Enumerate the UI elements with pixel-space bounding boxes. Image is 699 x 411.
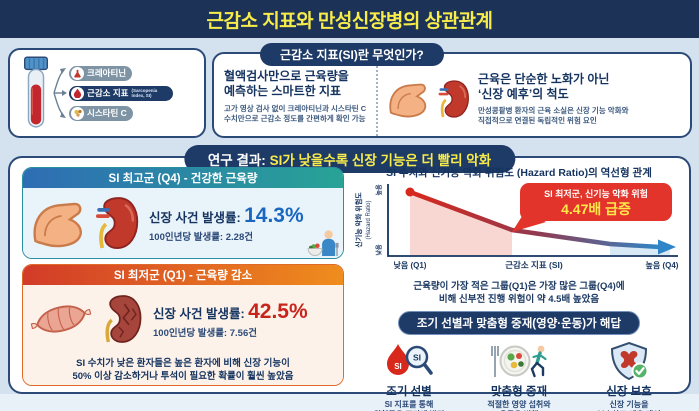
y-axis-sublabel: (Hazard Ratio) bbox=[366, 200, 372, 239]
y-high-tick: 높음 bbox=[375, 184, 383, 196]
solution-row: SI SI 조기 선별 SI 지표를 통해 위험군을 조기에 발견 bbox=[354, 339, 684, 411]
q1-data-point bbox=[405, 187, 415, 197]
q1-risk-shade bbox=[410, 192, 512, 255]
solution-header: 조기 선별과 맞춤형 중재(영양·운동)가 해답 bbox=[397, 310, 641, 335]
x-tick-q1: 낮음 (Q1) bbox=[394, 260, 427, 270]
si-prognosis-desc: 만성콩팥병 환자의 근육 소실은 신장 기능 악화와 직접적으로 연결된 독립적… bbox=[478, 105, 629, 125]
chart-title: SI 수치와 신기능 악화 위험도 (Hazard Ratio)의 역선형 관계 bbox=[386, 167, 652, 179]
q4-card-body: 신장 사건 발생률: 14.3% 100인년당 발생률: 2.28건 bbox=[23, 188, 343, 258]
chart-caption: 근육량이 가장 적은 그룹(Q1)은 가장 많은 그룹(Q4)에 비해 신부전 … bbox=[413, 281, 625, 305]
solution-item-protection: 신장 보호 신장 기능을 보호하고 예후 개선 bbox=[574, 339, 684, 411]
healthy-kidney-icon bbox=[91, 194, 141, 252]
muscle-arm-icon bbox=[386, 80, 430, 118]
q1-stats: 신장 사건 발생률: 42.5% 100인년당 발생률: 7.56건 bbox=[153, 299, 308, 339]
atrophied-muscle-icon bbox=[29, 299, 93, 339]
x-tick-q4: 높음 (Q4) bbox=[646, 260, 679, 270]
nutrition-exercise-icon bbox=[491, 345, 547, 377]
si-definition-title: 혈액검사만으로 근육량을 예측하는 스마트한 지표 bbox=[224, 69, 349, 98]
q1-event-rate: 42.5% bbox=[248, 299, 308, 323]
x-axis-label: 근감소 지표 (SI) bbox=[505, 260, 563, 270]
blood-test-panel: 크레아티닌 근감소 지표 (Sarcopenia Index, SI) 시스타틴… bbox=[8, 48, 206, 138]
blood-drop-icon bbox=[71, 86, 84, 100]
kidney-icon bbox=[435, 78, 471, 120]
sarcopenia-index-label: 근감소 지표 (Sarcopenia Index, SI) bbox=[69, 85, 174, 101]
trend-arrow-head bbox=[658, 239, 676, 255]
q4-highest-si-card: SI 최고군 (Q4) - 건강한 근육량 신장 사건 발생률: 14.3% 1… bbox=[22, 167, 344, 259]
chart-axes bbox=[387, 184, 678, 257]
q1-stats-row: 신장 사건 발생률: 42.5% 100인년당 발생률: 7.56건 bbox=[29, 288, 337, 350]
chart-column: SI 수치와 신기능 악화 위험도 (Hazard Ratio)의 역선형 관계… bbox=[354, 165, 684, 411]
healthy-person-icon bbox=[307, 228, 339, 256]
q4-incidence: 100인년당 발생률: 2.28건 bbox=[149, 231, 253, 243]
healthy-muscle-icon bbox=[29, 198, 87, 248]
si-prognosis-title: 근육은 단순한 노화가 아닌 ‘신장 예후’의 척도 bbox=[478, 71, 610, 101]
biomarker-labels: 크레아티닌 근감소 지표 (Sarcopenia Index, SI) 시스타틴… bbox=[69, 63, 174, 123]
page-title: 근감소 지표와 만성신장병의 상관관계 bbox=[206, 10, 493, 32]
y-low-tick: 낮음 bbox=[375, 244, 383, 256]
connector-arrows bbox=[53, 68, 67, 118]
solution-item-intervention: 맞춤형 중재 적절한 영양 섭취와 운동을 병행 bbox=[464, 339, 574, 411]
svg-text:SI: SI bbox=[413, 352, 421, 362]
blood-drop-magnifier-icon: SI SI bbox=[387, 343, 433, 375]
q1-card-body: 신장 사건 발생률: 42.5% 100인년당 발생률: 7.56건 SI 수치… bbox=[23, 285, 343, 385]
hazard-ratio-chart: 신기능 악화 위험도 (Hazard Ratio) 높음 낮음 SI 최저군, … bbox=[354, 183, 679, 270]
callout-line1: SI 최저군, 신기능 악화 위험 bbox=[544, 188, 648, 199]
q4-event-rate: 14.3% bbox=[244, 203, 304, 227]
flask-icon bbox=[71, 66, 84, 80]
what-is-si-header: 근감소 지표(SI)란 무엇인가? bbox=[260, 43, 444, 66]
q1-card-header: SI 최저군 (Q1) - 근육량 감소 bbox=[23, 265, 343, 285]
title-bar: 근감소 지표와 만성신장병의 상관관계 bbox=[0, 0, 699, 38]
y-axis-label: 신기능 악화 위험도 bbox=[354, 192, 363, 248]
molecule-icon bbox=[71, 106, 84, 120]
sarcopenia-index-subtext: (Sarcopenia Index, SI) bbox=[131, 87, 158, 98]
blood-tube-icon bbox=[24, 56, 48, 128]
si-prognosis-text: 근육은 단순한 노화가 아닌 ‘신장 예후’의 척도 만성콩팥병 환자의 근육 … bbox=[478, 72, 629, 126]
callout-box bbox=[520, 183, 672, 221]
q1-incidence: 100인년당 발생률: 7.56건 bbox=[153, 327, 257, 339]
svg-text:SI: SI bbox=[394, 362, 402, 371]
q1-lowest-si-card: SI 최저군 (Q1) - 근육량 감소 신장 사건 발생률: 42.5% 10… bbox=[22, 264, 344, 386]
si-definition-block: 혈액검사만으로 근육량을 예측하는 스마트한 지표 고가 영상 검사 없이 크레… bbox=[214, 54, 378, 136]
cystatin-c-label: 시스타틴 C bbox=[69, 105, 133, 121]
q4-card-header: SI 최고군 (Q4) - 건강한 근육량 bbox=[23, 168, 343, 188]
solution-item-screening: SI SI 조기 선별 SI 지표를 통해 위험군을 조기에 발견 bbox=[354, 339, 464, 411]
q4-stats: 신장 사건 발생률: 14.3% 100인년당 발생률: 2.28건 bbox=[149, 203, 304, 243]
hazard-trend-line bbox=[409, 189, 661, 250]
background-strip bbox=[0, 394, 699, 411]
si-definition-desc: 고가 영상 검사 없이 크레아티닌과 시스타틴 C 수치만으로 근감소 정도를 … bbox=[224, 104, 367, 124]
damaged-kidney-icon bbox=[98, 292, 144, 346]
callout-line2: 4.47배 급증 bbox=[561, 201, 631, 217]
si-prognosis-block: 근육은 단순한 노화가 아닌 ‘신장 예후’의 척도 만성콩팥병 환자의 근육 … bbox=[378, 54, 690, 136]
creatinine-label: 크레아티닌 bbox=[69, 65, 133, 81]
q1-note: SI 수치가 낮은 환자들은 높은 환자에 비해 신장 기능이 50% 이상 감… bbox=[72, 358, 294, 383]
what-is-si-panel: 근감소 지표(SI)란 무엇인가? 혈액검사만으로 근육량을 예측하는 스마트한… bbox=[212, 43, 692, 138]
research-results-panel: 연구 결과: SI가 낮을수록 신장 기능은 더 빨리 악화 SI 최고군 (Q… bbox=[8, 145, 691, 411]
kidney-shield-icon bbox=[610, 341, 649, 380]
